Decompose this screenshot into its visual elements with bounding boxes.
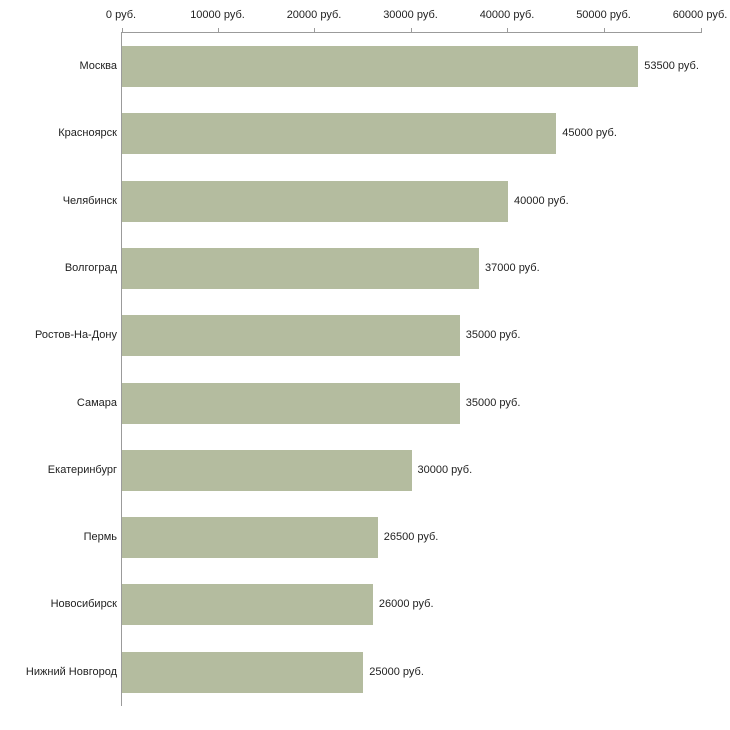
bar: [122, 248, 480, 289]
x-axis-tick-label: 10000 руб.: [190, 9, 245, 21]
value-label: 25000 руб.: [369, 666, 424, 678]
bar-row: Екатеринбург 30000 руб.: [48, 437, 701, 504]
x-axis-tick-mark: [411, 28, 412, 33]
bar: [122, 584, 373, 625]
category-label: Красноярск: [58, 127, 117, 139]
bar: [122, 517, 378, 558]
value-label: 40000 руб.: [514, 195, 569, 207]
value-label: 26000 руб.: [378, 598, 434, 610]
category-label: Челябинск: [62, 195, 117, 207]
x-axis-tick-label: 20000 руб.: [286, 9, 342, 21]
bar: [122, 46, 639, 87]
x-axis-tick-mark: [121, 28, 123, 33]
bar: [122, 450, 412, 491]
x-axis-tick-label: 60000 руб.: [672, 9, 728, 21]
x-axis-tick-label: 40000 руб.: [479, 9, 535, 21]
x-axis-tick-mark: [314, 28, 316, 33]
value-label: 26500 руб.: [383, 531, 439, 543]
bar-row: Челябинск 40000 руб.: [63, 168, 701, 235]
value-label: 37000 руб.: [485, 262, 540, 274]
x-axis-tick-mark: [507, 28, 509, 33]
bar: [122, 113, 557, 154]
bar: [122, 383, 460, 424]
x-axis-tick-mark: [700, 28, 702, 33]
bar-row: Ростов-На-Дону 35000 руб.: [35, 302, 701, 369]
value-label: 45000 руб.: [562, 127, 617, 139]
category-label: Москва: [79, 60, 117, 72]
category-label: Самара: [76, 397, 117, 409]
category-label: Нижний Новгород: [25, 666, 117, 678]
x-axis-tick-label: 50000 руб.: [576, 9, 631, 21]
value-label: 35000 руб.: [465, 329, 521, 341]
plot-area: Москва 53500 руб. Красноярск 45000 руб. Челя…: [26, 28, 702, 706]
bar-row: Самара 35000 руб.: [77, 370, 701, 437]
bar-row: Новосибирск 26000 руб.: [51, 571, 701, 638]
bar: [122, 315, 460, 356]
value-label: 53500 руб.: [644, 60, 699, 72]
category-label: Волгоград: [64, 262, 117, 274]
category-label: Новосибирск: [50, 598, 117, 610]
bar-row: Волгоград 37000 руб.: [65, 235, 701, 302]
category-label: Ростов-На-Дону: [34, 329, 117, 341]
value-label: 35000 руб.: [465, 397, 521, 409]
x-axis-tick-mark: [217, 28, 219, 33]
bar-row: Пермь 26500 руб.: [84, 504, 701, 571]
category-label: Пермь: [83, 531, 117, 543]
x-axis-tick-labels: 0 руб. 10000 руб. 20000 руб. 30000 руб. 4000…: [106, 9, 727, 24]
bar: [122, 652, 364, 693]
x-axis-tick-label: 0 руб.: [105, 9, 137, 21]
x-axis-tick-label: 30000 руб.: [383, 9, 438, 21]
bar: [122, 181, 508, 222]
bar-row: Москва 53500 руб.: [79, 33, 701, 100]
x-axis-tick-mark: [604, 28, 605, 33]
category-label: Екатеринбург: [47, 464, 117, 476]
value-label: 30000 руб.: [417, 464, 473, 476]
bar-row: Красноярск 45000 руб.: [58, 100, 701, 167]
bar-row: Нижний Новгород 25000 руб.: [26, 639, 701, 706]
